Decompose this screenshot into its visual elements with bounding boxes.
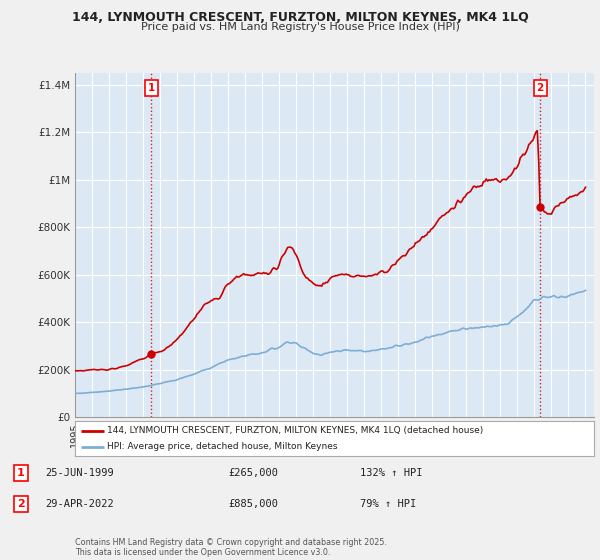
Text: 144, LYNMOUTH CRESCENT, FURZTON, MILTON KEYNES, MK4 1LQ (detached house): 144, LYNMOUTH CRESCENT, FURZTON, MILTON …	[107, 426, 484, 435]
Text: HPI: Average price, detached house, Milton Keynes: HPI: Average price, detached house, Milt…	[107, 442, 338, 451]
Text: Price paid vs. HM Land Registry's House Price Index (HPI): Price paid vs. HM Land Registry's House …	[140, 22, 460, 32]
Text: 144, LYNMOUTH CRESCENT, FURZTON, MILTON KEYNES, MK4 1LQ: 144, LYNMOUTH CRESCENT, FURZTON, MILTON …	[71, 11, 529, 24]
Text: 1: 1	[148, 83, 155, 94]
Text: £265,000: £265,000	[228, 468, 278, 478]
Text: 25-JUN-1999: 25-JUN-1999	[45, 468, 114, 478]
Text: 132% ↑ HPI: 132% ↑ HPI	[360, 468, 422, 478]
Text: 2: 2	[17, 499, 25, 509]
Text: 1: 1	[17, 468, 25, 478]
Text: Contains HM Land Registry data © Crown copyright and database right 2025.
This d: Contains HM Land Registry data © Crown c…	[75, 538, 387, 557]
Text: £885,000: £885,000	[228, 499, 278, 509]
Text: 29-APR-2022: 29-APR-2022	[45, 499, 114, 509]
Text: 2: 2	[536, 83, 544, 94]
Text: 79% ↑ HPI: 79% ↑ HPI	[360, 499, 416, 509]
